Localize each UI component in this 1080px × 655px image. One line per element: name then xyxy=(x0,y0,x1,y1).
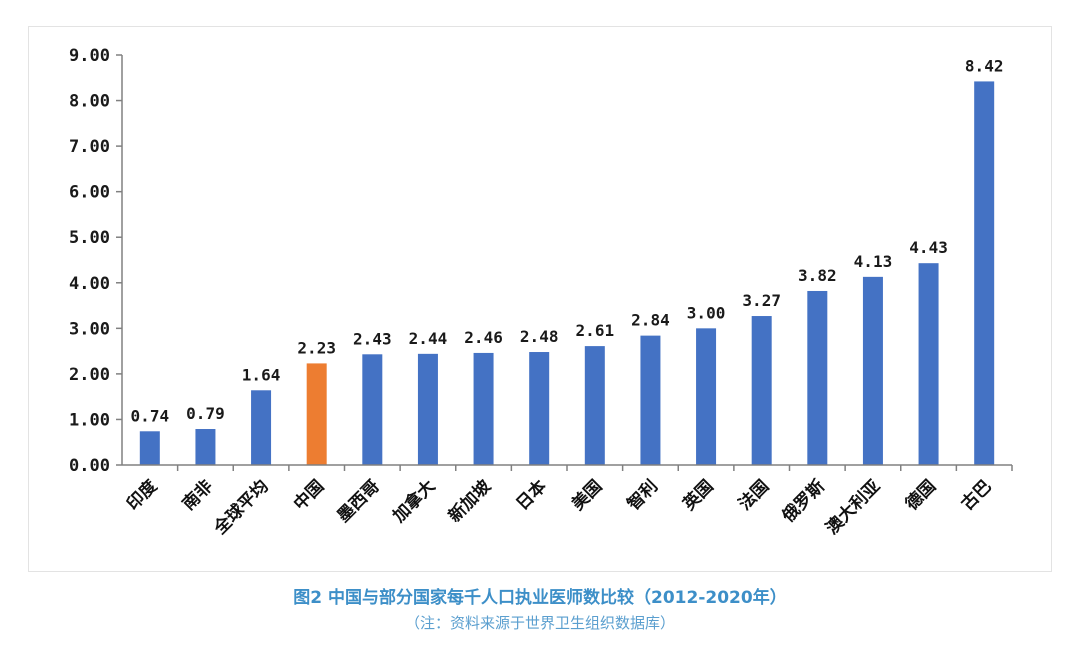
x-tick-label: 法国 xyxy=(734,476,773,515)
data-label: 3.82 xyxy=(798,266,837,285)
bar xyxy=(696,328,717,465)
data-label: 2.43 xyxy=(353,329,392,348)
figure-caption-note: （注：资料来源于世界卫生组织数据库） xyxy=(404,614,675,632)
bar xyxy=(195,429,216,465)
bar xyxy=(417,353,438,465)
x-tick-label: 俄罗斯 xyxy=(777,476,829,528)
x-tick-label: 新加坡 xyxy=(444,476,495,527)
data-label: 3.00 xyxy=(687,303,726,322)
y-tick-label: 7.00 xyxy=(69,137,110,157)
data-label: 3.27 xyxy=(742,291,781,310)
figure-caption-title: 图2 中国与部分国家每千人口执业医师数比较（2012-2020年） xyxy=(293,588,787,608)
data-label: 8.42 xyxy=(965,56,1004,75)
x-tick-label: 印度 xyxy=(122,475,162,515)
x-tick-label: 南非 xyxy=(178,476,217,515)
x-tick-label: 全球平均 xyxy=(209,476,273,540)
bar xyxy=(139,431,160,465)
y-tick-label: 8.00 xyxy=(69,92,110,112)
bar-chart: 0.00 1.00 2.00 3.00 4.00 5.00 6.00 7.00 8.00 9.00… xyxy=(69,46,1013,540)
y-tick-label: 6.00 xyxy=(69,183,110,203)
x-tick-label: 美国 xyxy=(567,476,606,515)
x-tick-label: 英国 xyxy=(679,476,718,515)
x-tick-label: 智利 xyxy=(623,476,662,515)
y-tick-label: 4.00 xyxy=(69,274,110,294)
bar xyxy=(974,81,995,465)
y-tick-label: 3.00 xyxy=(69,319,110,339)
bar xyxy=(862,276,883,465)
bar xyxy=(640,335,661,465)
data-label: 2.48 xyxy=(520,327,559,346)
bar xyxy=(306,363,327,465)
data-label: 2.61 xyxy=(576,321,615,340)
x-tick-label: 澳大利亚 xyxy=(822,476,885,539)
bar xyxy=(751,316,772,465)
x-tick-label: 古巴 xyxy=(957,476,996,515)
data-label: 1.64 xyxy=(242,365,281,384)
bars: 0.74 0.79 1.64 2.23 2.43 2.44 2.46 2.48 2.61 2.84… xyxy=(131,56,1004,465)
y-tick-label: 1.00 xyxy=(69,410,110,430)
data-label: 0.74 xyxy=(131,406,170,425)
data-label: 2.46 xyxy=(464,328,503,347)
bar xyxy=(362,354,383,465)
y-tick-label: 0.00 xyxy=(69,456,110,476)
data-label: 4.13 xyxy=(854,252,893,271)
bar xyxy=(473,352,494,465)
x-tick-label: 德国 xyxy=(901,476,940,515)
data-label: 2.44 xyxy=(409,329,448,348)
data-label: 2.23 xyxy=(297,338,336,357)
bar xyxy=(529,352,550,465)
bar xyxy=(918,263,939,465)
data-label: 4.43 xyxy=(909,238,948,257)
x-tick-label: 日本 xyxy=(512,476,551,515)
data-label: 2.84 xyxy=(631,311,670,330)
bar xyxy=(807,290,828,465)
y-tick-label: 5.00 xyxy=(69,228,110,248)
y-tick-label: 2.00 xyxy=(69,365,110,385)
data-label: 0.79 xyxy=(186,404,225,423)
x-tick-label: 墨西哥 xyxy=(334,476,384,526)
bar xyxy=(584,346,605,465)
x-tick-label: 中国 xyxy=(289,476,328,515)
bar xyxy=(251,390,272,465)
y-axis: 0.00 1.00 2.00 3.00 4.00 5.00 6.00 7.00 8.00 9.00 xyxy=(69,46,123,476)
x-tick-label: 加拿大 xyxy=(388,476,440,528)
y-tick-label: 9.00 xyxy=(69,46,110,66)
